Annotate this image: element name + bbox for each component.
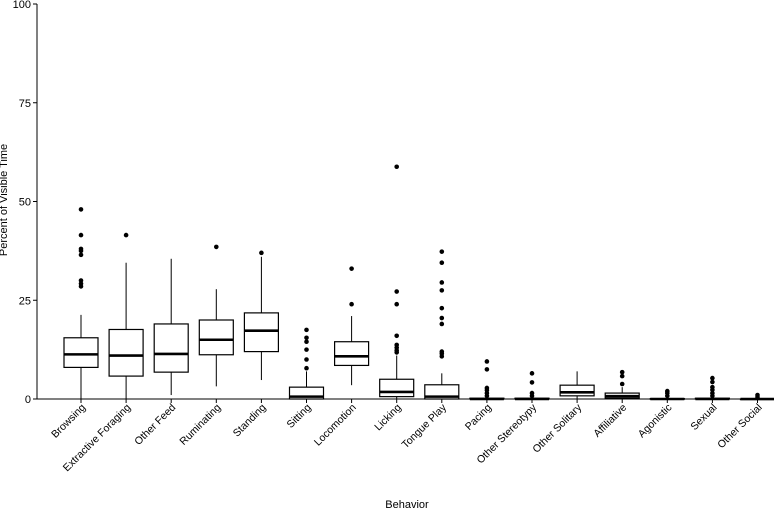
x-tick-label: Tongue Play bbox=[400, 401, 450, 451]
box-group bbox=[604, 369, 640, 399]
outlier-point bbox=[259, 250, 264, 256]
x-tick-label: Other Solitary bbox=[530, 401, 584, 455]
box bbox=[288, 386, 325, 400]
box-group bbox=[694, 375, 731, 401]
box-group bbox=[514, 371, 550, 401]
box-group bbox=[739, 392, 774, 401]
box-group bbox=[63, 207, 99, 399]
x-tick-label: Other Social bbox=[715, 402, 764, 451]
outlier-point bbox=[214, 244, 219, 250]
box-group bbox=[559, 371, 595, 399]
outlier-point bbox=[710, 375, 715, 381]
box-group bbox=[379, 164, 415, 399]
outlier-point bbox=[304, 347, 309, 352]
y-axis-label: Percent of Visible Time bbox=[0, 144, 10, 256]
outlier-point bbox=[710, 390, 715, 396]
outlier-point bbox=[439, 315, 445, 321]
outlier-point bbox=[304, 335, 309, 341]
box-group bbox=[288, 327, 325, 400]
box-group bbox=[198, 244, 234, 387]
outlier-point bbox=[78, 246, 84, 252]
outlier-point bbox=[123, 232, 129, 238]
outlier-point bbox=[304, 339, 309, 345]
box-group bbox=[424, 249, 460, 400]
outlier-point bbox=[394, 342, 400, 348]
box bbox=[153, 323, 189, 373]
outlier-point bbox=[394, 164, 400, 170]
outlier-point bbox=[484, 385, 490, 391]
y-tick-label: 25 bbox=[19, 295, 31, 307]
outlier-point bbox=[394, 301, 400, 307]
box bbox=[334, 341, 370, 367]
outlier-point bbox=[439, 288, 445, 293]
outlier-point bbox=[304, 357, 309, 362]
x-tick-label: Other Feed bbox=[132, 402, 178, 448]
outlier-point bbox=[529, 380, 535, 385]
outlier-point bbox=[439, 305, 445, 311]
outlier-point bbox=[619, 369, 625, 375]
outlier-point bbox=[439, 260, 445, 266]
y-tick-label: 50 bbox=[19, 197, 31, 209]
box bbox=[379, 378, 415, 398]
x-tick-label: Agonistic bbox=[636, 402, 675, 441]
box-group bbox=[649, 388, 685, 401]
box bbox=[559, 384, 595, 397]
x-tick-label: Standing bbox=[231, 402, 269, 440]
x-tick-label: Locomotion bbox=[312, 402, 359, 449]
outlier-point bbox=[529, 371, 535, 376]
x-tick-label: Ruminating bbox=[177, 402, 223, 448]
box-group bbox=[153, 258, 189, 396]
outlier-point bbox=[349, 266, 354, 271]
box-group bbox=[108, 232, 144, 399]
outlier-point bbox=[349, 301, 354, 307]
outlier-point bbox=[439, 321, 445, 327]
box-group bbox=[334, 266, 370, 386]
y-tick-label: 100 bbox=[13, 0, 31, 11]
outlier-point bbox=[394, 289, 400, 294]
box bbox=[63, 337, 99, 368]
outlier-point bbox=[665, 388, 670, 394]
x-tick-label: Sitting bbox=[284, 402, 313, 431]
outlier-point bbox=[619, 373, 625, 379]
y-tick-label: 75 bbox=[19, 98, 31, 110]
outlier-point bbox=[304, 327, 309, 333]
boxes-layer bbox=[63, 164, 774, 401]
outlier-point bbox=[710, 384, 715, 390]
outlier-point bbox=[78, 232, 84, 238]
box-group bbox=[469, 359, 505, 401]
box bbox=[243, 312, 279, 353]
x-tick-label: Affiliative bbox=[591, 402, 629, 440]
box bbox=[198, 319, 234, 356]
outlier-point bbox=[439, 280, 445, 285]
outlier-point bbox=[619, 381, 625, 387]
y-axis: 0 25 50 75 100 bbox=[13, 0, 38, 406]
box-group bbox=[243, 250, 279, 381]
outlier-point bbox=[529, 390, 535, 396]
outlier-point bbox=[78, 252, 84, 258]
outlier-point bbox=[710, 379, 715, 385]
box bbox=[108, 328, 144, 377]
outlier-point bbox=[394, 333, 400, 339]
outlier-point bbox=[755, 392, 760, 398]
outlier-point bbox=[78, 278, 84, 283]
outlier-point bbox=[78, 207, 84, 212]
x-tick-label: Licking bbox=[372, 402, 404, 434]
outlier-point bbox=[78, 281, 84, 286]
x-tick-label: Pacing bbox=[463, 402, 494, 433]
outlier-point bbox=[439, 349, 445, 354]
x-tick-label: Browsing bbox=[49, 402, 88, 441]
outlier-point bbox=[484, 367, 490, 372]
outlier-point bbox=[304, 365, 309, 371]
x-tick-label: Sexual bbox=[688, 402, 719, 433]
y-tick-label: 0 bbox=[25, 394, 31, 406]
x-axis-label: Behavior bbox=[385, 499, 429, 509]
outlier-point bbox=[439, 249, 445, 254]
outlier-point bbox=[484, 359, 490, 364]
